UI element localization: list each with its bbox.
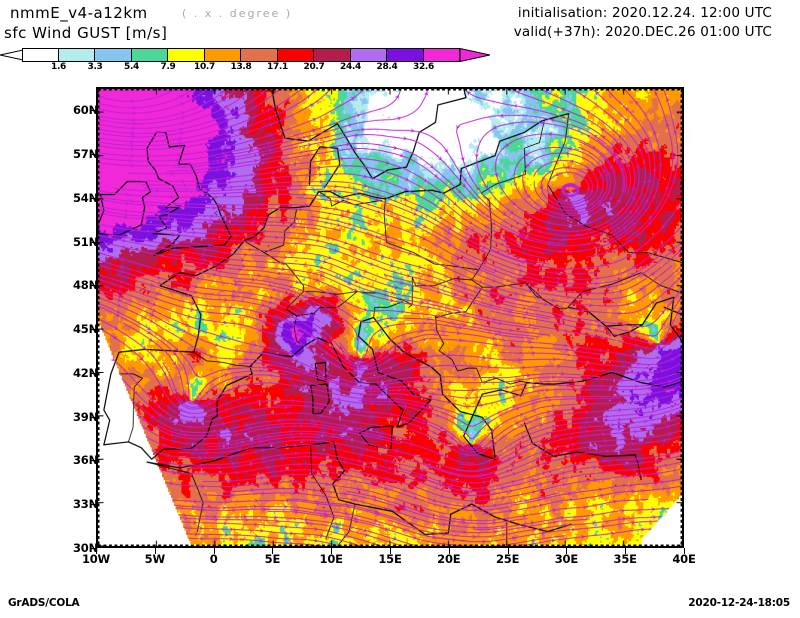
wind-gust-map-canvas [98,89,682,546]
y-axis-label-36N: 36N [72,453,98,468]
x-axis-tick-30E [566,548,568,554]
x-axis-label-30E: 30E [554,552,579,566]
colorbar-cell-10 [387,48,424,62]
model-name: nmmE_v4-a12km [10,4,148,22]
x-axis-label-25E: 25E [495,552,520,566]
y-axis-tick-30N [90,548,96,549]
colorbar-tick-4: 10.7 [193,62,216,72]
initialisation-time: initialisation: 2020.12.24. 12:00 UTC [517,5,772,21]
colorbar-tick-1: 3.3 [87,62,103,72]
x-axis-label-10W: 10W [81,552,111,566]
y-axis-label-60N: 60N [72,103,98,118]
y-axis-tick-54N [90,197,96,199]
y-axis-label-54N: 54N [72,190,98,205]
y-axis-tick-39N [90,416,96,418]
colorbar-cell-1 [58,48,95,62]
x-axis-label-35E: 35E [613,552,637,566]
colorbar-swatches [22,48,460,62]
x-axis-tick-10E [331,548,333,554]
x-axis-tick-25E [507,548,509,554]
colorbar-tick-8: 24.4 [339,62,362,72]
y-axis-tick-57N [90,154,96,156]
y-axis-label-57N: 57N [72,147,98,162]
x-axis-tick-0 [213,548,215,554]
x-axis-tick-5W [154,548,156,554]
x-axis-label-5E: 5E [264,552,281,566]
colorbar-tick-6: 17.1 [266,62,289,72]
y-axis-label-33N: 33N [72,497,98,512]
x-axis-tick-35E [625,548,627,554]
x-axis-label-15E: 15E [378,552,402,566]
x-axis-tick-20E [448,548,450,554]
colorbar-cell-5 [204,48,241,62]
map-frame [96,87,684,548]
colorbar-cell-3 [131,48,168,62]
colorbar-tick-2: 5.4 [123,62,140,72]
colorbar-over-arrow [460,48,490,62]
valid-time: valid(+37h): 2020.DEC.26 01:00 UTC [513,24,772,40]
colorbar-cell-6 [241,48,278,62]
y-axis-tick-51N [90,241,96,243]
y-axis-tick-45N [90,329,96,331]
x-axis-tick-15E [390,548,391,554]
colorbar-tick-0: 1.6 [50,62,67,72]
y-axis-tick-33N [90,504,96,506]
x-axis-label-5W: 5W [144,552,165,566]
y-axis-tick-36N [90,460,96,462]
x-axis-label-10E: 10E [319,552,343,566]
colorbar-tick-10: 32.6 [412,62,435,72]
y-axis-label-39N: 39N [72,409,98,424]
y-axis-tick-42N [90,372,96,374]
colorbar-tick-3: 7.9 [160,62,176,72]
y-axis-label-30N: 30N [72,541,98,555]
colorbar-cell-8 [314,48,351,62]
colorbar-legend: 1.6 3.3 5.4 7.9 10.7 13.8 17.1 20.7 24.4 28.4 32.6 [0,46,490,76]
colorbar-cell-4 [168,48,205,62]
x-axis-tick-10W [96,548,97,554]
render-timestamp: 2020-12-24-18:05 [688,597,790,609]
colorbar-cell-2 [95,48,132,62]
map-plot-area [96,87,684,548]
colorbar-cell-7 [277,48,314,62]
colorbar-cell-11 [423,48,460,62]
producer-credit: GrADS/COLA [8,597,80,609]
y-axis-label-42N: 42N [72,365,98,380]
x-axis-label-40E: 40E [672,552,696,566]
y-axis-tick-48N [90,285,96,287]
x-axis-label-20E: 20E [437,552,461,566]
resolution-note: ( . x . degree ) [182,7,293,20]
y-axis-tick-60N [90,110,96,112]
colorbar-tick-7: 20.7 [303,62,325,72]
variable-title: sfc Wind GUST [m/s] [4,24,168,42]
x-axis-tick-5E [272,548,274,554]
colorbar-tick-9: 28.4 [376,62,398,72]
y-axis-label-51N: 51N [72,234,98,249]
header: nmmE_v4-a12km ( . x . degree ) sfc Wind … [0,0,800,44]
y-axis-label-48N: 48N [72,278,98,293]
colorbar-cell-9 [350,48,387,62]
colorbar-cell-0 [22,48,59,62]
x-axis-label-0: 0 [209,552,218,566]
colorbar-tick-5: 13.8 [230,62,252,72]
x-axis-tick-40E [684,548,685,554]
y-axis-label-45N: 45N [72,322,98,337]
